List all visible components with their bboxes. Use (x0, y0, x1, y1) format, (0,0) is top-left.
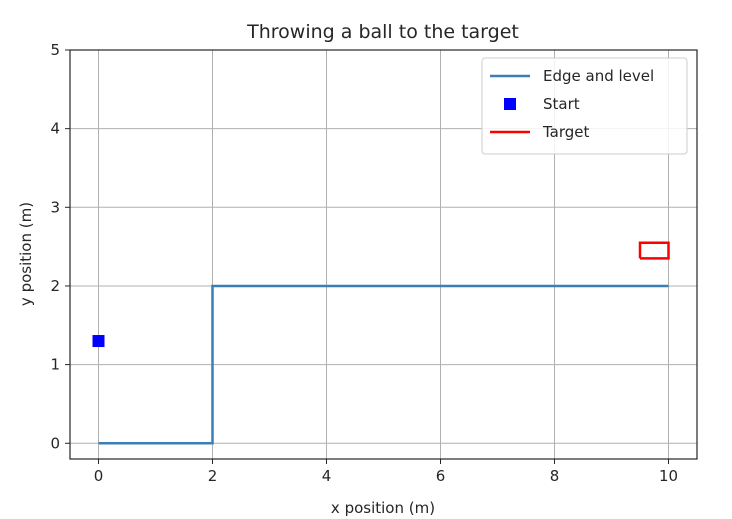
legend-box (481, 57, 688, 155)
y-tick-label: 0 (50, 434, 60, 452)
plot-area (92, 241, 670, 445)
x-tick-label: 2 (208, 467, 218, 485)
series-edge-and-level-line (98, 284, 669, 445)
series-start-point (92, 335, 105, 348)
y-axis-label: y position (m) (17, 202, 35, 306)
x-tick-label: 8 (550, 467, 560, 485)
y-tick-label: 3 (50, 198, 60, 216)
axes-frame (69, 49, 698, 460)
legend-label-target: Target (542, 123, 590, 141)
chart-title: Throwing a ball to the target (246, 21, 519, 43)
x-tick-label: 6 (436, 467, 446, 485)
legend-swatch-start (504, 98, 516, 110)
legend-label-start: Start (543, 95, 580, 113)
y-tick-label: 4 (50, 120, 60, 138)
y-tick-label: 5 (50, 41, 60, 59)
ticks: 0 2 4 6 8 10 0 1 2 3 4 5 (50, 41, 678, 485)
legend: Edge and level Start Target (481, 57, 688, 155)
series-target-line (638, 241, 670, 260)
x-tick-label: 10 (659, 467, 678, 485)
x-tick-label: 0 (94, 467, 104, 485)
x-tick-label: 4 (322, 467, 332, 485)
x-axis-label: x position (m) (331, 499, 435, 517)
legend-label-edge-and-level: Edge and level (543, 67, 654, 85)
y-tick-label: 2 (50, 277, 60, 295)
y-tick-label: 1 (50, 356, 60, 374)
